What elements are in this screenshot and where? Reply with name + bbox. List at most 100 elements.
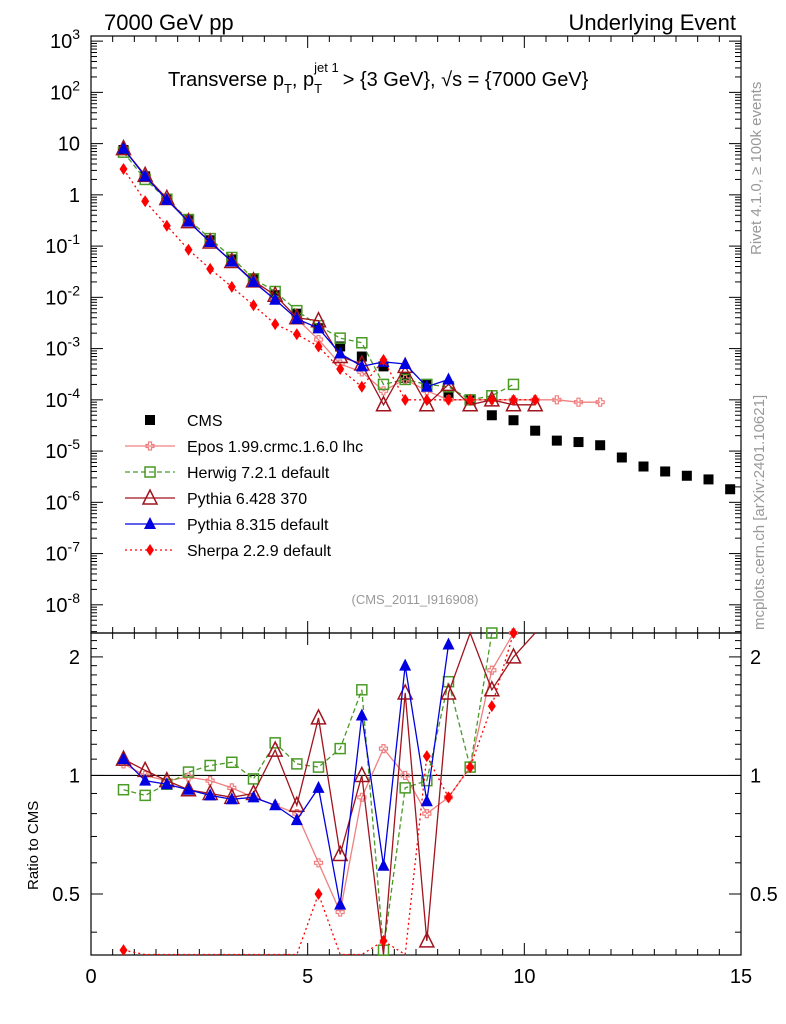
- legend-marker: [144, 466, 156, 478]
- axes: 0 5 10 1510310210110-110-210-310-410-510-61…: [45, 26, 778, 988]
- data-point: [227, 280, 236, 293]
- data-point: [487, 393, 496, 406]
- ratio-point: [334, 897, 347, 910]
- data-point: [466, 393, 475, 406]
- data-point: [334, 346, 347, 359]
- data-point: [725, 484, 736, 495]
- data-point: [249, 299, 258, 312]
- series-4: [117, 141, 455, 392]
- series-line: [122, 151, 514, 401]
- ratio-point: [139, 773, 152, 786]
- data-point: [204, 235, 217, 248]
- header-left: 7000 GeV pp: [104, 10, 234, 35]
- data-point: [595, 440, 606, 451]
- ratio-point: [357, 792, 367, 802]
- ratio-point: [183, 772, 194, 782]
- ratio-point: [291, 758, 303, 770]
- ratio-point: [313, 858, 324, 868]
- chart-title: Transverse pT, pTjet 1> {3 GeV}, √s = {7…: [168, 60, 589, 96]
- legend-label: Herwig 7.2.1 default: [187, 465, 330, 482]
- data-point: [399, 357, 412, 370]
- legend-label: Sherpa 2.2.9 default: [187, 543, 332, 560]
- data-point: [357, 380, 366, 393]
- y-tick-label: 10-4: [45, 385, 80, 412]
- mcplots-label: mcplots.cern.ch [arXiv:2401.10621]: [751, 395, 768, 630]
- data-point: [531, 393, 540, 406]
- y-tick-label: 102: [50, 77, 80, 104]
- ratio-point: [400, 770, 410, 781]
- x-tick-label: 15: [730, 966, 752, 988]
- data-point: [115, 138, 132, 156]
- data-point: [638, 461, 649, 472]
- ratio-point: [355, 708, 368, 721]
- y-tick-label: 103: [50, 26, 80, 53]
- ratio-point: [225, 792, 238, 805]
- y-tick-label: 10-1: [45, 231, 80, 258]
- ratio-point: [314, 887, 323, 900]
- ratio-series-5: [119, 627, 518, 957]
- ratio-point: [227, 783, 237, 793]
- data-point: [139, 169, 152, 182]
- legend-label: Epos 1.99.crmc.1.6.0 lhc: [187, 439, 363, 456]
- data-point: [314, 340, 323, 353]
- ratio-point: [486, 627, 498, 639]
- legend-marker: [141, 488, 159, 505]
- ratio-ylabel: Ratio to CMS: [25, 801, 42, 890]
- data-point: [420, 379, 433, 392]
- ratio-point: [290, 813, 303, 826]
- data-point: [379, 353, 388, 366]
- ratio-point: [139, 789, 151, 802]
- data-point: [418, 395, 436, 412]
- ratio-point: [399, 782, 411, 794]
- ratio-y-tick-label: 0.5: [750, 884, 778, 906]
- ratio-point: [226, 756, 238, 769]
- series-3: [115, 138, 544, 412]
- ratio-data: [115, 627, 536, 957]
- data-point: [312, 321, 325, 334]
- y-tick-label: 10-2: [45, 282, 80, 309]
- ratio-series-3: [115, 631, 536, 955]
- data-point: [119, 162, 128, 175]
- data-point: [184, 243, 193, 256]
- ratio-point: [247, 790, 260, 803]
- data-point: [616, 452, 627, 463]
- y-tick-label: 1: [69, 185, 80, 207]
- ratio-point: [117, 752, 130, 765]
- ratio-point: [312, 761, 325, 773]
- data-point: [530, 425, 541, 436]
- data-point: [141, 195, 150, 208]
- ratio-point: [205, 776, 215, 786]
- series-5: [119, 162, 540, 406]
- data-point: [335, 341, 346, 352]
- data-point: [526, 395, 544, 412]
- y-tick-label: 10-3: [45, 334, 80, 361]
- ratio-point: [353, 765, 371, 783]
- series-2: [117, 146, 520, 406]
- ratio-point: [422, 809, 432, 819]
- ratio-point: [379, 934, 388, 947]
- data-point: [117, 141, 130, 154]
- ratio-point: [334, 742, 346, 755]
- data-point: [508, 415, 519, 426]
- ratio-point: [269, 737, 281, 749]
- series-line: [122, 168, 536, 401]
- y-tick-label: 10-7: [45, 539, 80, 566]
- ratio-point: [356, 684, 368, 696]
- ratio-point: [444, 791, 453, 804]
- legend: CMS Epos 1.99.crmc.1.6.0 lhc Herwig 7.2.1 …: [125, 413, 363, 560]
- data-point: [442, 372, 455, 385]
- x-tick-label: 0: [85, 966, 96, 988]
- analysis-id: (CMS_2011_I916908): [352, 592, 479, 607]
- data-point: [162, 219, 171, 232]
- data-point: [160, 192, 173, 205]
- data-point: [336, 362, 345, 375]
- ratio-point: [269, 798, 282, 811]
- data-point: [551, 435, 562, 446]
- ratio-point: [442, 637, 455, 650]
- data-point: [313, 334, 324, 345]
- y-tick-label: 10-5: [45, 436, 80, 463]
- ratio-point: [266, 740, 284, 757]
- ratio-y-tick-label: 2: [69, 647, 80, 669]
- legend-marker: [146, 544, 154, 556]
